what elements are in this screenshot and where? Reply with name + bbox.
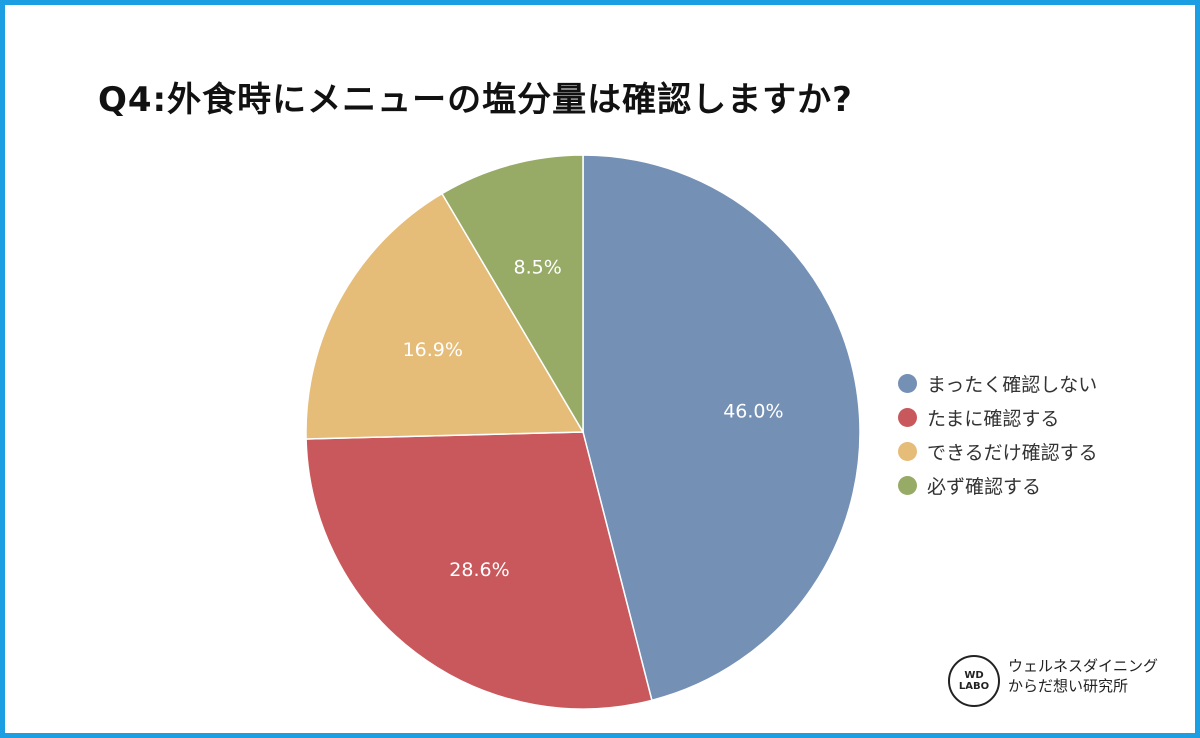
logo-badge-line1: WD xyxy=(964,670,984,681)
pie-slice xyxy=(440,154,584,435)
slice-label: 46.0% xyxy=(723,400,783,422)
legend-item: まったく確認しない xyxy=(898,366,1098,400)
pie-slice xyxy=(305,431,653,710)
legend-swatch xyxy=(898,373,917,393)
legend: まったく確認しない たまに確認するできるだけ確認する 必ず確認する xyxy=(898,366,1098,502)
legend-item: 必ず確認する xyxy=(898,468,1098,502)
logo-name-line1: ウェルネスダイニング xyxy=(1008,657,1159,675)
logo-badge-line2: LABO xyxy=(958,681,990,692)
legend-item: できるだけ確認する xyxy=(898,434,1098,468)
slice-label: 16.9% xyxy=(403,339,463,361)
legend-item: たまに確認する xyxy=(898,400,1098,434)
slice-label: 8.5% xyxy=(514,256,562,278)
legend-label: まったく確認しない xyxy=(927,373,1098,396)
logo-name-line2: からだ想い研究所 xyxy=(1008,677,1129,695)
flask-logo-icon: WD LABO xyxy=(948,655,1000,707)
pie-slice xyxy=(305,192,585,440)
legend-swatch xyxy=(898,407,917,427)
legend-label: たまに確認する xyxy=(927,407,1060,430)
slice-label: 28.6% xyxy=(449,559,509,581)
legend-swatch xyxy=(898,441,917,461)
legend-label: 必ず確認する xyxy=(927,475,1042,498)
legend-swatch xyxy=(898,475,917,495)
legend-label: できるだけ確認する xyxy=(927,441,1098,464)
logo: WD LABO ウェルネスダイニング からだ想い研究所 xyxy=(948,645,1158,707)
pie-slice xyxy=(582,154,861,702)
chart-title: Q4:外食時にメニューの塩分量は確認しますか? xyxy=(98,80,853,120)
